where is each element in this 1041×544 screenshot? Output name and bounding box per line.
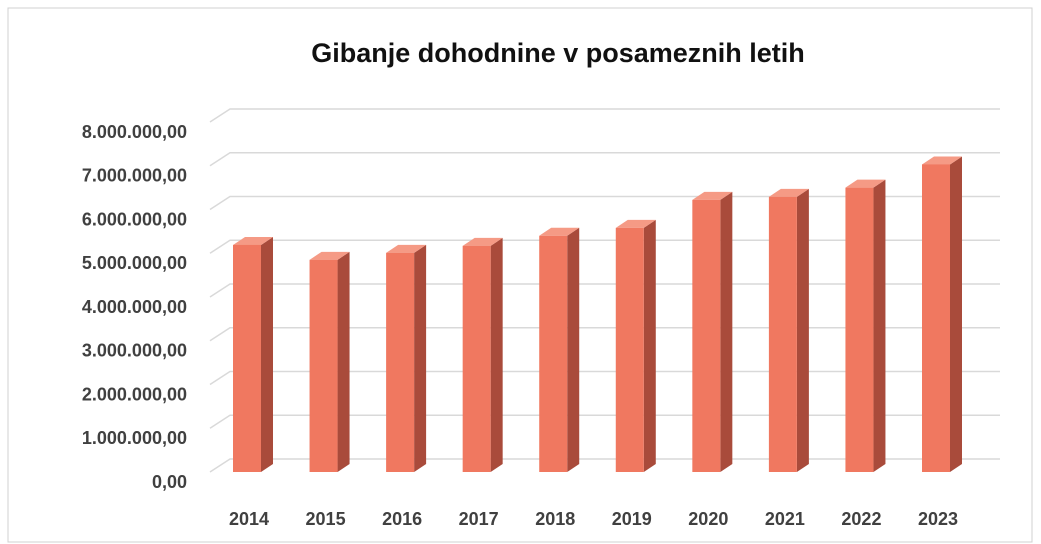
bar-side [720,191,733,472]
y-tick-label: 8.000.000,00 [82,122,187,142]
y-tick-label: 3.000.000,00 [82,341,187,361]
bar-side [337,251,350,472]
bar [692,191,733,472]
y-tick-label: 2.000.000,00 [82,384,187,404]
y-tick-label: 4.000.000,00 [82,297,187,317]
bar-side [414,244,427,472]
x-tick-label: 2023 [918,509,958,529]
y-tick-label: 6.000.000,00 [82,209,187,229]
bar [615,219,656,472]
x-tick-label: 2014 [229,509,269,529]
y-tick-label: 7.000.000,00 [82,166,187,186]
grid-line [209,283,1000,298]
grid-line [209,239,1000,254]
bar-side [873,179,886,472]
bar-top [386,244,427,253]
bar-top [539,227,580,236]
grid-line [209,152,1000,167]
bar-top [922,156,962,165]
bar-front [233,244,261,472]
grid-line [209,414,1000,429]
bar-front [615,227,644,472]
grid-line [209,327,1000,342]
bar-front [386,252,415,472]
bar-side [796,188,809,472]
bar-top [309,251,350,260]
x-tick-label: 2016 [382,509,422,529]
bar [768,188,809,472]
y-tick-label: 1.000.000,00 [82,428,187,448]
grid-line [209,458,1000,473]
bar-top [692,191,733,200]
bar-front [462,245,491,472]
bar-front [309,259,338,472]
grid-line [209,108,1000,123]
bar-side [567,227,580,472]
bar-top [845,179,886,188]
bar [539,227,580,472]
bar-side [490,237,503,472]
bar-front [768,196,797,472]
x-tick-label: 2015 [306,509,346,529]
bar-top [233,236,273,245]
bar [309,251,350,472]
x-tick-label: 2019 [612,509,652,529]
grid-line [209,195,1000,211]
x-tick-label: 2020 [688,509,728,529]
chart-title: Gibanje dohodnine v posameznih letih [311,38,805,68]
bar [922,156,962,472]
bar-side [950,156,962,472]
bar-front [692,199,721,472]
bar [386,244,427,472]
bar-front [539,235,568,472]
bar-front [922,164,950,472]
bar-top [462,237,503,246]
x-tick-label: 2021 [765,509,805,529]
bar [233,236,273,472]
bar-side [643,219,656,472]
grid-line [209,370,1000,386]
y-tick-label: 5.000.000,00 [82,253,187,273]
x-tick-label: 2022 [841,509,881,529]
bar-top [615,219,656,228]
x-tick-label: 2018 [535,509,575,529]
x-tick-label: 2017 [459,509,499,529]
bar [845,179,886,472]
bar-side [261,236,273,472]
bar [462,237,503,472]
y-tick-label: 0,00 [152,472,187,492]
bar-front [845,187,874,472]
bar-top [768,188,809,197]
